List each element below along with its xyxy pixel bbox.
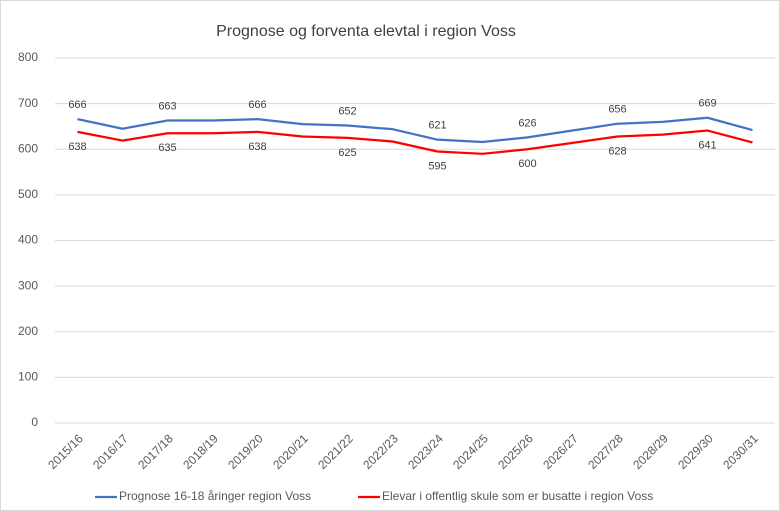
- data-label: 600: [518, 158, 536, 170]
- data-label: 666: [68, 99, 86, 111]
- data-label: 663: [158, 100, 176, 112]
- chart-title: Prognose og forventa elevtal i region Vo…: [216, 23, 516, 40]
- data-label: 626: [518, 117, 536, 129]
- data-label: 638: [68, 141, 86, 153]
- data-label: 635: [158, 142, 176, 154]
- y-tick-label: 800: [18, 50, 38, 64]
- series-line: [77, 129, 753, 155]
- data-label: 656: [608, 104, 626, 116]
- data-label: 625: [338, 147, 356, 159]
- legend-label: Elevar i offentlig skule som er busatte …: [382, 489, 653, 503]
- data-label: 595: [428, 160, 446, 172]
- y-tick-label: 0: [31, 415, 38, 429]
- y-tick-label: 100: [18, 370, 38, 384]
- y-tick-label: 200: [18, 324, 38, 338]
- data-label: 641: [698, 139, 716, 151]
- data-label: 628: [608, 145, 626, 157]
- y-tick-label: 600: [18, 141, 38, 155]
- data-label: 652: [338, 105, 356, 117]
- legend-label: Prognose 16-18 åringer region Voss: [119, 489, 311, 503]
- y-tick-label: 500: [18, 187, 38, 201]
- data-label: 638: [248, 141, 266, 153]
- y-tick-label: 700: [18, 96, 38, 110]
- y-tick-label: 300: [18, 278, 38, 292]
- series-line: [77, 116, 753, 144]
- data-label: 666: [248, 99, 266, 111]
- y-tick-label: 400: [18, 233, 38, 247]
- data-label: 669: [698, 98, 716, 110]
- data-label: 621: [428, 120, 446, 132]
